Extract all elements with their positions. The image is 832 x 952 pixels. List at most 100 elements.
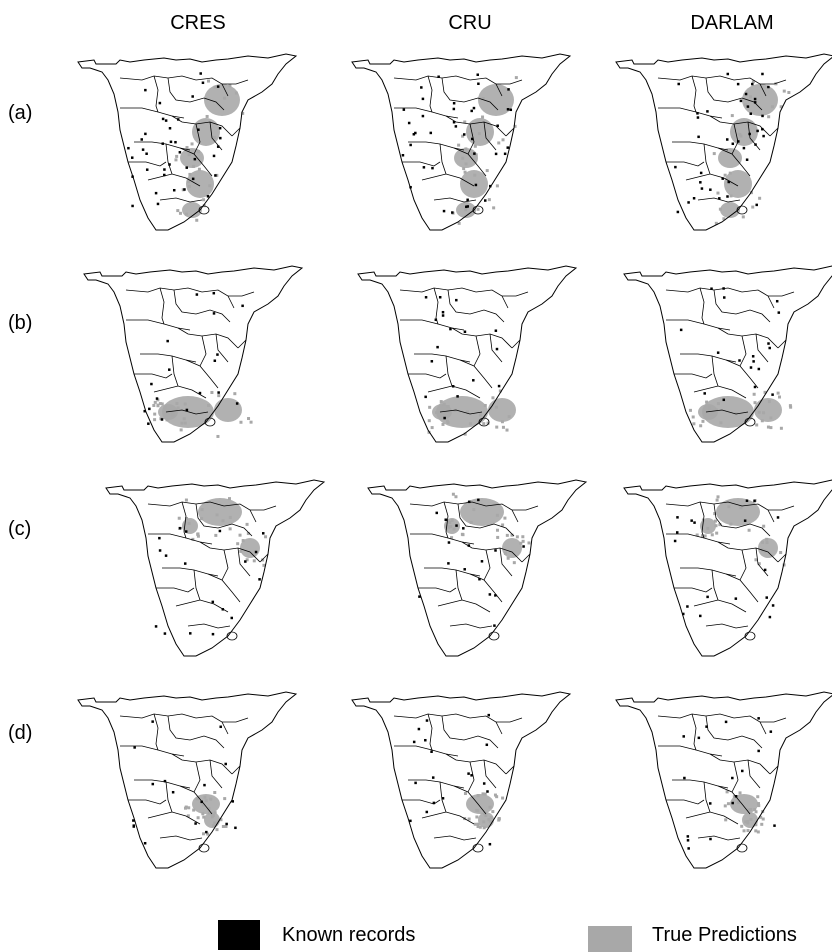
prediction-cell bbox=[726, 802, 730, 806]
known-record bbox=[773, 824, 776, 827]
prediction-cell bbox=[769, 416, 773, 420]
map-b-cru bbox=[357, 265, 578, 443]
country-outline bbox=[351, 53, 572, 231]
country-border bbox=[658, 745, 723, 757]
country-border bbox=[475, 289, 509, 309]
country-border bbox=[747, 121, 761, 151]
known-record bbox=[771, 604, 775, 607]
country-border bbox=[455, 569, 463, 601]
known-record bbox=[734, 597, 738, 600]
prediction-cell bbox=[527, 541, 531, 545]
known-record bbox=[193, 157, 197, 161]
prediction-cell bbox=[505, 428, 509, 432]
prediction-cell bbox=[467, 817, 471, 821]
country-border bbox=[209, 759, 223, 789]
map-a-darlam bbox=[615, 53, 832, 231]
prediction-cell bbox=[228, 515, 232, 519]
legend-swatch-known-records bbox=[218, 920, 260, 950]
prediction-cell bbox=[729, 522, 733, 526]
legend-label-known-records: Known records bbox=[282, 924, 416, 946]
known-record bbox=[430, 750, 433, 753]
known-record bbox=[751, 355, 755, 358]
known-record bbox=[434, 318, 438, 322]
country-border bbox=[207, 573, 241, 603]
prediction-cell bbox=[182, 417, 186, 421]
known-record bbox=[471, 137, 474, 141]
prediction-cell bbox=[487, 198, 491, 202]
prediction-area bbox=[718, 148, 742, 168]
country-border bbox=[691, 713, 697, 751]
country-border bbox=[457, 503, 515, 537]
country-border bbox=[185, 359, 219, 389]
country-border bbox=[717, 785, 751, 815]
lesotho-border bbox=[744, 417, 756, 427]
country-border bbox=[126, 319, 191, 331]
prediction-cell bbox=[203, 795, 207, 799]
prediction-cell bbox=[457, 221, 461, 225]
prediction-cell bbox=[727, 505, 731, 509]
known-record bbox=[706, 110, 709, 113]
known-record bbox=[455, 298, 458, 302]
country-border bbox=[657, 75, 735, 81]
prediction-cell bbox=[763, 390, 767, 394]
prediction-cell bbox=[751, 80, 755, 84]
map-panel-b-cres bbox=[78, 262, 308, 443]
prediction-cell bbox=[501, 796, 505, 800]
prediction-cell bbox=[464, 208, 468, 212]
prediction-cell bbox=[755, 423, 759, 427]
prediction-cell bbox=[153, 412, 157, 416]
known-record bbox=[509, 108, 513, 112]
known-record bbox=[132, 819, 135, 822]
known-record bbox=[424, 738, 427, 742]
prediction-cell bbox=[219, 818, 223, 822]
prediction-cell bbox=[430, 426, 434, 430]
known-record bbox=[741, 769, 744, 773]
prediction-cell bbox=[500, 420, 504, 424]
known-record bbox=[674, 165, 677, 169]
known-record bbox=[452, 107, 456, 111]
prediction-cell bbox=[495, 795, 499, 799]
country-border bbox=[393, 713, 471, 719]
known-record bbox=[724, 720, 728, 724]
prediction-cell bbox=[195, 797, 199, 801]
prediction-cell bbox=[445, 524, 449, 528]
prediction-cell bbox=[744, 820, 748, 824]
known-record bbox=[195, 293, 199, 296]
prediction-cell bbox=[234, 91, 238, 95]
prediction-cell bbox=[153, 418, 157, 422]
prediction-cell bbox=[753, 401, 757, 405]
prediction-cell bbox=[703, 534, 707, 538]
known-record bbox=[430, 360, 434, 363]
prediction-cell bbox=[215, 173, 219, 177]
prediction-cell bbox=[713, 519, 717, 523]
known-record bbox=[144, 132, 147, 136]
prediction-cell bbox=[739, 134, 743, 138]
known-record bbox=[503, 152, 507, 156]
known-record bbox=[163, 168, 166, 171]
known-record bbox=[752, 360, 755, 363]
known-record bbox=[444, 518, 448, 521]
prediction-cell bbox=[756, 802, 760, 806]
prediction-cell bbox=[485, 169, 489, 173]
prediction-cell bbox=[461, 156, 465, 160]
known-record bbox=[769, 730, 773, 733]
country-border bbox=[193, 761, 201, 793]
country-border bbox=[128, 799, 167, 805]
country-border bbox=[167, 77, 225, 111]
prediction-cell bbox=[738, 791, 742, 795]
prediction-cell bbox=[494, 405, 498, 409]
prediction-cell bbox=[497, 141, 501, 145]
prediction-cell bbox=[163, 406, 167, 410]
country-border bbox=[674, 373, 713, 379]
prediction-cell bbox=[730, 114, 734, 118]
known-record bbox=[692, 197, 696, 200]
prediction-cell bbox=[728, 171, 732, 175]
country-border bbox=[119, 75, 197, 81]
prediction-cell bbox=[756, 830, 760, 834]
known-record bbox=[699, 614, 702, 618]
country-border bbox=[445, 753, 507, 775]
prediction-cell bbox=[714, 221, 718, 225]
prediction-cell bbox=[715, 531, 719, 535]
prediction-cell bbox=[175, 154, 179, 158]
known-record bbox=[703, 392, 706, 395]
